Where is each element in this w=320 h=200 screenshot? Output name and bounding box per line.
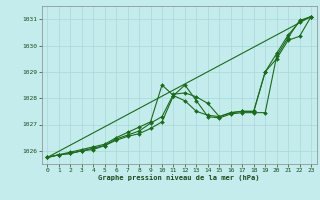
X-axis label: Graphe pression niveau de la mer (hPa): Graphe pression niveau de la mer (hPa) <box>99 175 260 181</box>
